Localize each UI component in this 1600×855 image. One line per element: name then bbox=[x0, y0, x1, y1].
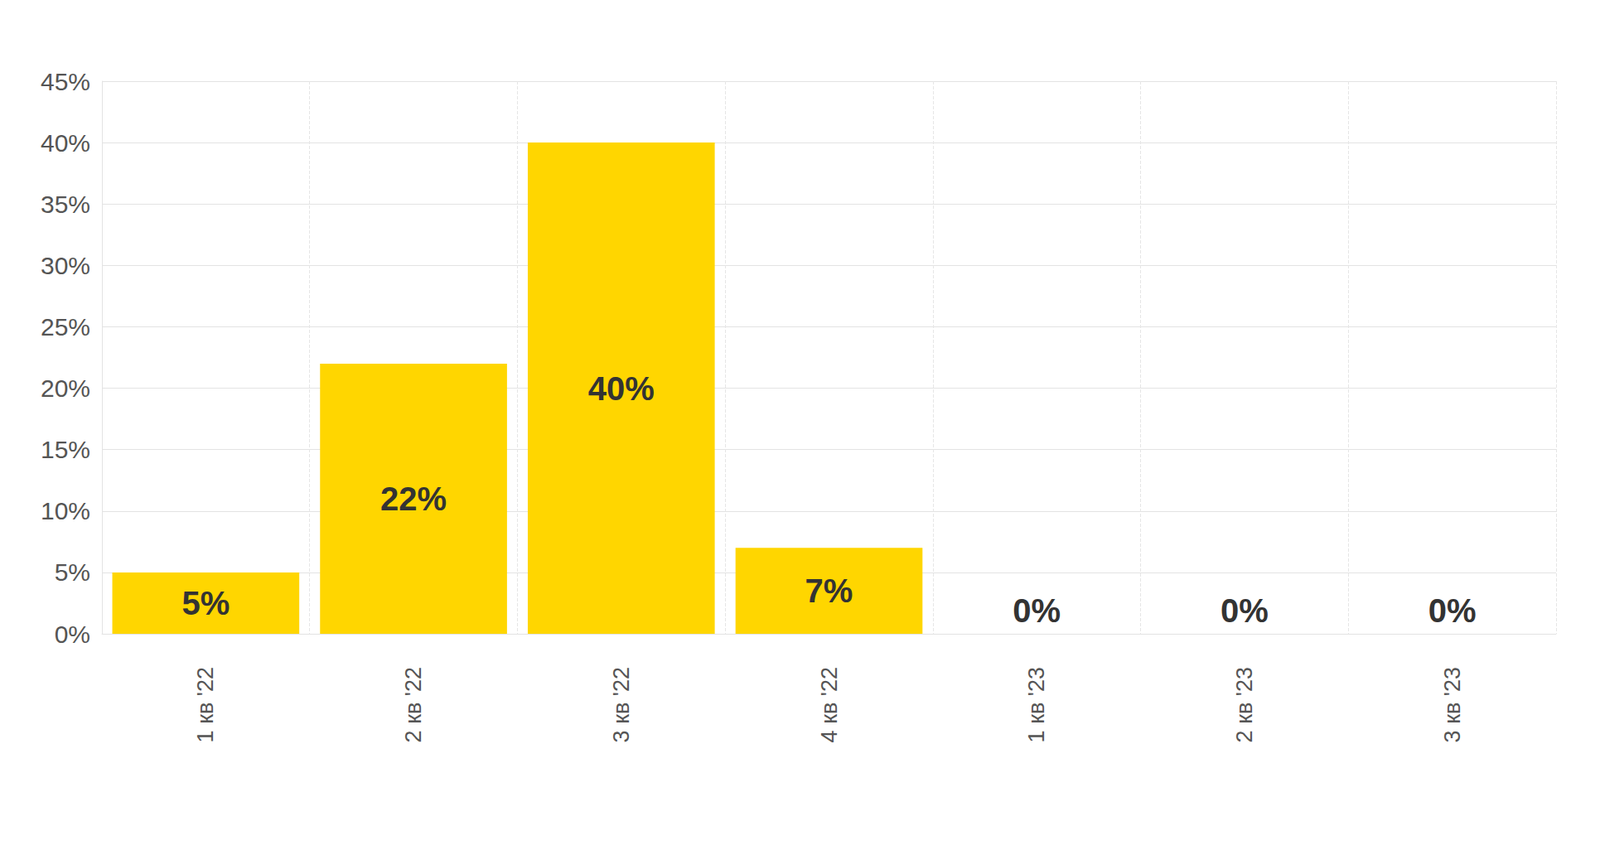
svg-text:0%: 0% bbox=[1220, 592, 1269, 629]
svg-text:3 кв '23: 3 кв '23 bbox=[1440, 667, 1465, 743]
svg-text:1 кв '22: 1 кв '22 bbox=[193, 667, 218, 743]
svg-text:25%: 25% bbox=[40, 313, 91, 341]
svg-text:4 кв '22: 4 кв '22 bbox=[816, 667, 842, 743]
svg-text:15%: 15% bbox=[40, 435, 91, 464]
svg-text:30%: 30% bbox=[40, 251, 91, 280]
svg-text:2 кв '22: 2 кв '22 bbox=[401, 667, 426, 743]
svg-text:7%: 7% bbox=[805, 572, 854, 610]
svg-text:0%: 0% bbox=[1428, 592, 1477, 629]
svg-text:5%: 5% bbox=[181, 584, 230, 622]
svg-text:10%: 10% bbox=[40, 497, 91, 525]
svg-text:2 кв '23: 2 кв '23 bbox=[1232, 667, 1257, 743]
svg-text:40%: 40% bbox=[588, 370, 655, 407]
svg-text:0%: 0% bbox=[54, 620, 91, 648]
svg-text:45%: 45% bbox=[40, 67, 91, 96]
svg-text:40%: 40% bbox=[40, 129, 91, 157]
svg-text:35%: 35% bbox=[40, 190, 91, 218]
svg-text:0%: 0% bbox=[1012, 592, 1061, 629]
svg-text:22%: 22% bbox=[380, 480, 447, 518]
svg-text:20%: 20% bbox=[40, 374, 91, 402]
svg-text:1 кв '23: 1 кв '23 bbox=[1024, 667, 1049, 743]
svg-text:3 кв '22: 3 кв '22 bbox=[609, 667, 634, 743]
svg-text:5%: 5% bbox=[54, 558, 91, 586]
